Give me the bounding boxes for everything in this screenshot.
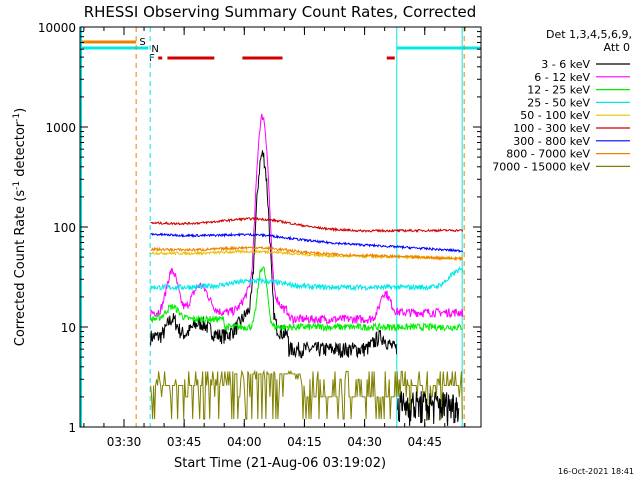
flag-label: F [149, 53, 155, 64]
legend-header-1: Det 1,3,4,5,6,9, [546, 28, 632, 41]
x-tick-label: 04:00 [227, 435, 262, 449]
series-line [150, 249, 464, 261]
y-tick-label: 1 [68, 421, 76, 435]
legend-entry-label: 50 - 100 keV [520, 109, 590, 122]
series-line [150, 113, 464, 326]
timestamp: 16-Oct-2021 18:41 [558, 467, 634, 476]
x-tick-label: 04:45 [407, 435, 442, 449]
x-tick-label: 03:45 [167, 435, 202, 449]
series-line [150, 245, 464, 262]
legend-header-2: Att 0 [604, 41, 630, 54]
y-tick-label: 10 [61, 321, 76, 335]
plot-frame [79, 26, 482, 428]
y-tick-label: 1000 [45, 121, 76, 135]
series-line [150, 150, 398, 359]
y-tick-label: 100 [53, 221, 76, 235]
y-tick-label: 10000 [38, 21, 76, 35]
legend-entry-label: 12 - 25 keV [527, 84, 590, 97]
x-tick-label: 03:30 [107, 435, 142, 449]
chart-title: RHESSI Observing Summary Count Rates, Co… [84, 3, 477, 21]
series-line [150, 266, 464, 292]
legend-entry-label: 7000 - 15000 keV [492, 160, 590, 173]
series-line-noise [397, 391, 460, 427]
plot-area: SNF [80, 27, 481, 427]
flag-label: S [139, 37, 145, 48]
legend-entry-label: 25 - 50 keV [527, 96, 590, 109]
legend-entry-label: 800 - 7000 keV [506, 148, 590, 161]
x-axis-label: Start Time (21-Aug-06 03:19:02) [174, 456, 386, 471]
legend-entry-label: 300 - 800 keV [513, 135, 590, 148]
x-tick-label: 04:15 [287, 435, 322, 449]
legend-entry-label: 6 - 12 keV [534, 71, 590, 84]
series-line [150, 216, 464, 233]
series-line [150, 232, 464, 253]
x-tick-label: 04:30 [347, 435, 382, 449]
y-axis-label: Corrected Count Rate (s-1 detector-1) [12, 108, 28, 346]
axes: 03:30 03:45 04:00 04:15 04:30 04:45 1 10 100 1000… [38, 21, 481, 449]
series-line [150, 266, 463, 333]
flag-label: N [151, 44, 158, 55]
legend-entry-label: 100 - 300 keV [513, 122, 590, 135]
legend-entry-label: 3 - 6 keV [541, 58, 590, 71]
